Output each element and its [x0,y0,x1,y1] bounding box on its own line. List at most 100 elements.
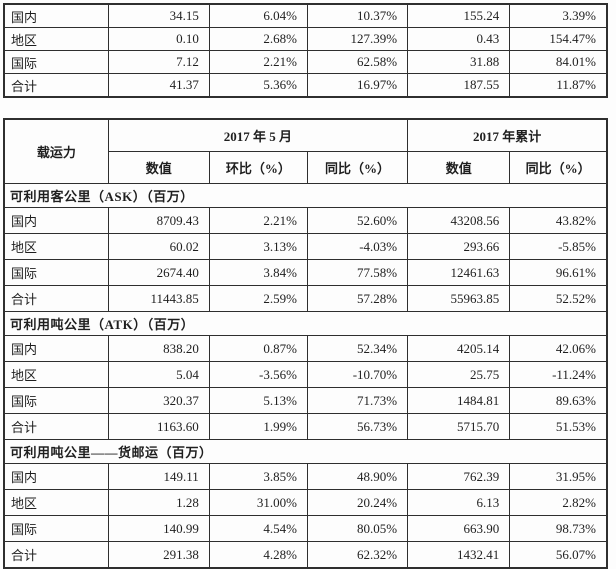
value-cell: 31.88 [407,50,511,74]
value-cell: 3.39% [509,3,608,28]
value-cell: 8709.43 [107,207,210,234]
header-row-groups: 载运力 2017 年 5 月 2017 年累计 [3,118,608,184]
value-cell: 5.04 [107,361,210,388]
table-row: 地区 60.02 3.13% -4.03% 293.66 -5.85% [3,233,608,260]
value-cell: 320.37 [107,387,210,414]
value-cell: -11.24% [509,361,608,388]
value-cell: 155.24 [407,3,511,28]
header-yoy-may: 同比（%） [306,151,409,184]
table-row: 合计 41.37 5.36% 16.97% 187.55 11.87% [3,73,608,98]
value-cell: 2.82% [509,489,608,516]
value-cell: -10.70% [306,361,409,388]
value-cell: 84.01% [509,50,608,74]
value-cell: 663.90 [407,515,511,542]
value-cell: 3.13% [208,233,308,260]
value-cell: 77.58% [306,259,409,286]
document-page: 国内 34.15 6.04% 10.37% 155.24 3.39% 地区 0.… [0,3,616,569]
value-cell: 2.68% [208,27,308,51]
value-cell: 41.37 [107,73,210,98]
value-cell: 6.04% [208,3,308,28]
value-cell: 2674.40 [107,259,210,286]
value-cell: 3.84% [208,259,308,286]
value-cell: -4.03% [306,233,409,260]
header-group-may-2017: 2017 年 5 月 [107,118,409,152]
value-cell: 154.47% [509,27,608,51]
header-row-sub: 数值 环比（%） 同比（%） 数值 同比（%） [4,151,608,184]
value-cell: 52.60% [306,207,409,234]
row-label: 国际 [3,50,109,74]
value-cell: 140.99 [107,515,210,542]
row-label: 地区 [3,489,109,516]
value-cell: 16.97% [306,73,409,98]
table-row: 国际 2674.40 3.84% 77.58% 12461.63 96.61% [3,259,608,286]
value-cell: 89.63% [509,387,608,414]
value-cell: 3.85% [208,463,308,490]
value-cell: 187.55 [407,73,511,98]
row-label: 地区 [3,361,109,388]
value-cell: 48.90% [306,463,409,490]
value-cell: 43208.56 [407,207,511,234]
value-cell: 31.00% [208,489,308,516]
table-row: 国内 149.11 3.85% 48.90% 762.39 31.95% [3,463,608,490]
row-label: 国内 [3,3,109,28]
header-mom-may: 环比（%） [208,151,308,184]
capacity-table: 载运力 2017 年 5 月 2017 年累计 数值 环比（%） 同比（%） 数… [3,118,608,569]
value-cell: 60.02 [107,233,210,260]
table-row: 国内 34.15 6.04% 10.37% 155.24 3.39% [3,3,608,28]
value-cell: 2.21% [208,50,308,74]
row-label: 合计 [3,285,109,312]
section-title: 可利用吨公里——货邮运（百万） [3,439,608,464]
table-row: 国内 838.20 0.87% 52.34% 4205.14 42.06% [3,335,608,362]
traffic-table-partial: 国内 34.15 6.04% 10.37% 155.24 3.39% 地区 0.… [3,3,608,98]
section-ask: 可利用客公里（ASK）（百万） 国内 8709.43 2.21% 52.60% … [3,183,608,312]
section-title-row: 可利用客公里（ASK）（百万） [3,183,608,208]
value-cell: 6.13 [407,489,511,516]
row-label: 国际 [3,259,109,286]
header-yoy-ytd: 同比（%） [509,151,608,184]
value-cell: 127.39% [306,27,409,51]
value-cell: 98.73% [509,515,608,542]
section-atk: 可利用吨公里（ATK）（百万） 国内 838.20 0.87% 52.34% 4… [3,311,608,440]
value-cell: 762.39 [407,463,511,490]
header-value-may: 数值 [107,151,210,184]
value-cell: 62.58% [306,50,409,74]
value-cell: 80.05% [306,515,409,542]
value-cell: 12461.63 [407,259,511,286]
value-cell: 52.34% [306,335,409,362]
table-row: 国际 7.12 2.21% 62.58% 31.88 84.01% [3,50,608,74]
value-cell: 4205.14 [407,335,511,362]
table-row: 合计 1163.60 1.99% 56.73% 5715.70 51.53% [3,413,608,440]
row-label: 合计 [3,413,109,440]
header-group-ytd-2017: 2017 年累计 [407,118,608,152]
value-cell: 96.61% [509,259,608,286]
value-cell: -5.85% [509,233,608,260]
value-cell: 62.32% [306,541,409,569]
row-label: 国内 [3,335,109,362]
row-label: 国际 [3,387,109,414]
value-cell: 56.73% [306,413,409,440]
row-label: 地区 [3,233,109,260]
value-cell: 10.37% [306,3,409,28]
value-cell: 2.21% [208,207,308,234]
value-cell: 5.13% [208,387,308,414]
row-label: 国际 [3,515,109,542]
table-row: 地区 1.28 31.00% 20.24% 6.13 2.82% [3,489,608,516]
value-cell: 11.87% [509,73,608,98]
value-cell: -3.56% [208,361,308,388]
row-label: 合计 [3,73,109,98]
value-cell: 293.66 [407,233,511,260]
value-cell: 1.28 [107,489,210,516]
header-value-ytd: 数值 [407,151,511,184]
value-cell: 5715.70 [407,413,511,440]
row-label: 合计 [3,541,109,569]
value-cell: 0.43 [407,27,511,51]
table-row: 合计 291.38 4.28% 62.32% 1432.41 56.07% [3,541,608,569]
value-cell: 43.82% [509,207,608,234]
value-cell: 56.07% [509,541,608,569]
value-cell: 0.10 [107,27,210,51]
table-row: 合计 11443.85 2.59% 57.28% 55963.85 52.52% [3,285,608,312]
table-row: 国际 140.99 4.54% 80.05% 663.90 98.73% [3,515,608,542]
row-label: 国内 [3,207,109,234]
value-cell: 1.99% [208,413,308,440]
value-cell: 4.54% [208,515,308,542]
